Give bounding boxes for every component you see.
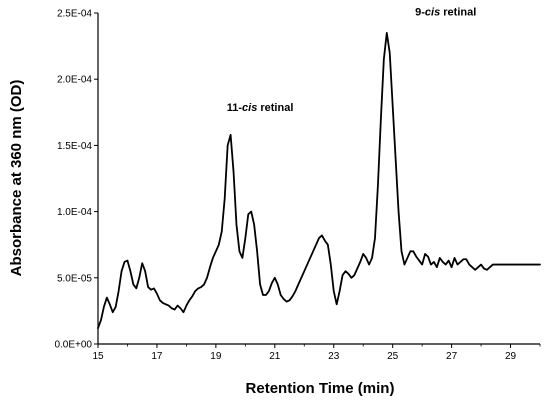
x-tick-label: 17 [151, 351, 163, 362]
axes-layer [97, 13, 540, 345]
annotation-9-cis-retinal: 9-cis retinal [415, 7, 476, 19]
annotation-layer: 11-cis retinal 9-cis retinal [227, 7, 477, 114]
y-tick-label: 2.0E-04 [57, 75, 92, 86]
y-axis-title: Absorbance at 360 nm (OD) [8, 80, 25, 277]
series-line-chromatogram [97, 31, 541, 330]
series-layer [97, 31, 541, 330]
x-tick-label: 27 [446, 351, 458, 362]
ticks-layer: 0.0E+00 5.0E-05 1.0E-04 1.5E-04 2.0E-04 2.5E-… [54, 9, 541, 362]
annotation-11-cis-retinal: 11-cis retinal [227, 102, 294, 114]
y-tick-label: 5.0E-05 [57, 273, 92, 284]
x-tick-label: 21 [269, 351, 281, 362]
y-tick-label: 2.5E-04 [57, 9, 92, 20]
x-tick-label: 25 [387, 351, 399, 362]
y-tick-label: 1.5E-04 [57, 141, 92, 152]
x-tick-label: 15 [92, 351, 104, 362]
y-tick-label: 1.0E-04 [57, 207, 92, 218]
x-tick-label: 19 [210, 351, 222, 362]
x-tick-label: 29 [505, 351, 517, 362]
x-tick-label: 23 [328, 351, 340, 362]
x-axis-title: Retention Time (min) [246, 380, 395, 397]
y-tick-label: 0.0E+00 [54, 340, 92, 351]
